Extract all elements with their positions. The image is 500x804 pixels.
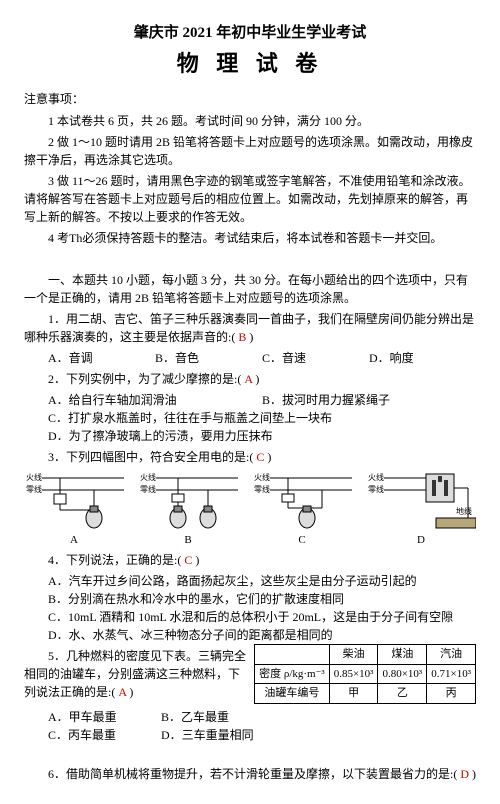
q3-label-b: B bbox=[184, 534, 191, 546]
q1-text-end: ) bbox=[246, 330, 253, 344]
cell: 柴油 bbox=[329, 645, 378, 665]
q5-text: 5．几种燃料的密度见下表。三辆完全相同的油罐车，分别盛满这三种燃料，下列说法正确… bbox=[24, 649, 246, 699]
cell: 煤油 bbox=[378, 645, 427, 665]
notice-item: 2 做 1～10 题时请用 2B 铅笔将答题卡上对应题号的选项涂黑。如需改动，用… bbox=[24, 133, 476, 169]
q5-opt-a: A．甲车最重 bbox=[48, 708, 161, 726]
cell: 油罐车编号 bbox=[255, 684, 330, 704]
notice-title: 注意事项： bbox=[24, 90, 476, 108]
svg-text:零线: 零线 bbox=[254, 484, 270, 494]
q4-opt-d: D．水、水蒸气、冰三种物态分子间的距离都是相同的 bbox=[48, 626, 476, 644]
notice-item: 1 本试卷共 6 页，共 26 题。考试时间 90 分钟，满分 100 分。 bbox=[24, 112, 476, 130]
svg-text:火线: 火线 bbox=[368, 472, 384, 482]
q1-opt-b: B．音色 bbox=[155, 349, 262, 367]
q5-options: A．甲车最重 B．乙车最重 C．丙车最重 D．三车重量相同 bbox=[24, 708, 274, 744]
svg-text:零线: 零线 bbox=[140, 484, 156, 494]
q3-text-end: ) bbox=[264, 450, 271, 464]
cell: 汽油 bbox=[427, 645, 476, 665]
q3-label-d: D bbox=[417, 534, 425, 546]
svg-text:火线: 火线 bbox=[26, 472, 42, 482]
notice-item: 4 考Th必须保持答题卡的整洁。考试结束后，将本试卷和答题卡一并交回。 bbox=[24, 229, 476, 247]
notice-item: 3 做 11～26 题时，请用黑色字迹的钢笔或签字笔解答，不准使用铅笔和涂改液。… bbox=[24, 172, 476, 226]
q1-opt-d: D．响度 bbox=[369, 349, 476, 367]
q3-text: 3．下列四幅图中，符合安全用电的是:( bbox=[48, 450, 256, 464]
q3-label-a: A bbox=[70, 534, 78, 546]
q3-fig-d: 火线 零线 地线 D bbox=[366, 470, 476, 549]
part1-heading: 一、本题共 10 小题，每小题 3 分，共 30 分。在每小题给出的四个选项中，… bbox=[24, 271, 476, 307]
svg-text:火线: 火线 bbox=[254, 472, 270, 482]
q2-opt-b: B．拔河时用力握紧绳子 bbox=[262, 391, 476, 409]
q3-fig-c: 火线 零线 C bbox=[252, 470, 352, 549]
q2-opt-a: A．给自行车轴加润滑油 bbox=[48, 391, 262, 409]
q1-opt-a: A．音调 bbox=[48, 349, 155, 367]
q6-stem: 6．借助简单机械将重物提升，若不计滑轮重量及摩擦，以下装置最省力的是:( D ) bbox=[24, 765, 476, 783]
q3-figures: 火线 零线 A 火线 零线 B bbox=[24, 470, 476, 549]
q2-text-end: ) bbox=[252, 372, 259, 386]
q5-opt-b: B．乙车最重 bbox=[161, 708, 274, 726]
q6-text: 6．借助简单机械将重物提升，若不计滑轮重量及摩擦，以下装置最省力的是:( bbox=[48, 767, 460, 781]
q4-opt-b: B．分别滴在热水和冷水中的墨水，它们的扩散速度相同 bbox=[48, 590, 476, 608]
q3-fig-a: 火线 零线 A bbox=[24, 470, 124, 549]
q6-text-end: ) bbox=[469, 767, 476, 781]
cell: 丙 bbox=[427, 684, 476, 704]
svg-text:零线: 零线 bbox=[368, 484, 384, 494]
q5-opt-c: C．丙车最重 bbox=[48, 726, 161, 744]
q2-opt-d: D．为了擦净玻璃上的污渍，要用力压抹布 bbox=[48, 427, 476, 445]
q1-options: A．音调 B．音色 C．音速 D．响度 bbox=[24, 349, 476, 367]
q4-opt-c: C．10mL 酒精和 10mL 水混和后的总体积小于 20mL，这是由于分子间有… bbox=[48, 608, 476, 626]
cell bbox=[255, 645, 330, 665]
q4-text: 4．下列说法，正确的是:( bbox=[48, 553, 184, 567]
q3-fig-b: 火线 零线 B bbox=[138, 470, 238, 549]
cell: 密度 ρ/kg·m⁻³ bbox=[255, 664, 330, 684]
q2-options: A．给自行车轴加润滑油 B．拔河时用力握紧绳子 C．打扩泉水瓶盖时，往往在手与瓶… bbox=[24, 391, 476, 445]
cell: 0.71×10³ bbox=[427, 664, 476, 684]
q2-stem: 2．下列实例中，为了减少摩擦的是:( A ) bbox=[24, 370, 476, 388]
q1-stem: 1．用二胡、吉它、笛子三种乐器演奏同一首曲子，我们在隔壁房间仍能分辨出是哪种乐器… bbox=[24, 310, 476, 346]
q5-table: 柴油 煤油 汽油 密度 ρ/kg·m⁻³ 0.85×10³ 0.80×10³ 0… bbox=[254, 644, 476, 704]
cell: 甲 bbox=[329, 684, 378, 704]
q5-opt-d: D．三车重量相同 bbox=[161, 726, 274, 744]
q4-options: A．汽车开过乡间公路，路面扬起灰尘，这些灰尘是由分子运动引起的 B．分别滴在热水… bbox=[24, 572, 476, 644]
q5-text-end: ) bbox=[126, 685, 133, 699]
svg-text:地线: 地线 bbox=[456, 506, 472, 516]
q6-answer: D bbox=[460, 767, 469, 781]
q1-opt-c: C．音速 bbox=[262, 349, 369, 367]
svg-text:零线: 零线 bbox=[26, 484, 42, 494]
svg-text:火线: 火线 bbox=[140, 472, 156, 482]
q2-text: 2．下列实例中，为了减少摩擦的是:( bbox=[48, 372, 244, 386]
cell: 乙 bbox=[378, 684, 427, 704]
exam-header-line2: 物 理 试 卷 bbox=[24, 47, 476, 80]
q4-opt-a: A．汽车开过乡间公路，路面扬起灰尘，这些灰尘是由分子运动引起的 bbox=[48, 572, 476, 590]
q3-label-c: C bbox=[298, 534, 305, 546]
cell: 0.85×10³ bbox=[329, 664, 378, 684]
q2-opt-c: C．打扩泉水瓶盖时，往往在手与瓶盖之间垫上一块布 bbox=[48, 409, 476, 427]
q4-text-end: ) bbox=[192, 553, 199, 567]
cell: 0.80×10³ bbox=[378, 664, 427, 684]
exam-header-line1: 肇庆市 2021 年初中毕业生学业考试 bbox=[24, 22, 476, 45]
q4-stem: 4．下列说法，正确的是:( C ) bbox=[24, 551, 476, 569]
q3-stem: 3．下列四幅图中，符合安全用电的是:( C ) bbox=[24, 448, 476, 466]
